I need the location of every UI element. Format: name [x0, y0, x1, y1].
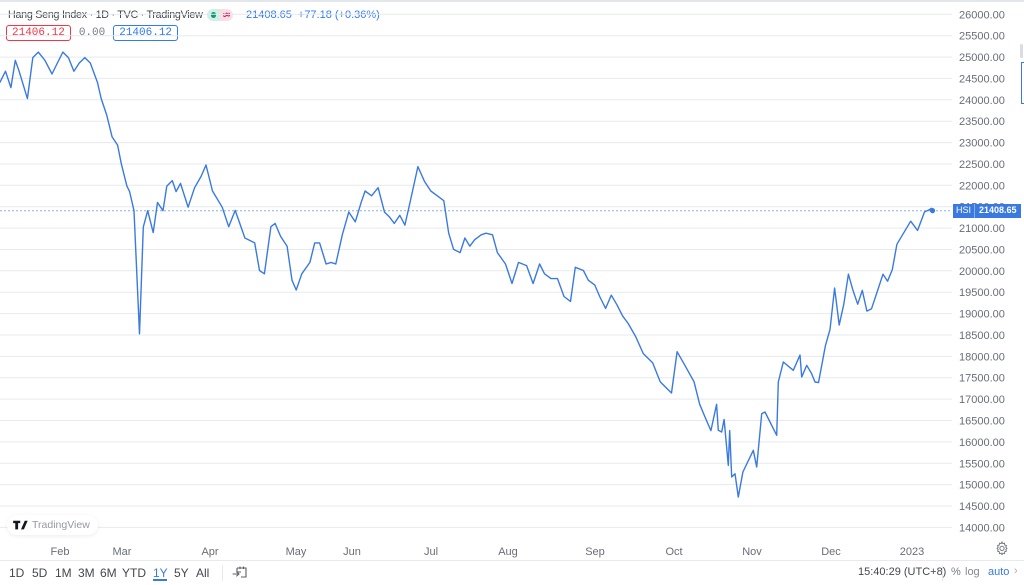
svg-text:May: May: [286, 546, 307, 558]
svg-text:Aug: Aug: [498, 546, 518, 558]
svg-text:15500.00: 15500.00: [959, 458, 1005, 470]
svg-text:Feb: Feb: [51, 546, 70, 558]
svg-text:14000.00: 14000.00: [959, 522, 1005, 534]
svg-text:18500.00: 18500.00: [959, 330, 1005, 342]
svg-text:21000.00: 21000.00: [959, 223, 1005, 235]
svg-text:18000.00: 18000.00: [959, 351, 1005, 363]
svg-text:15000.00: 15000.00: [959, 480, 1005, 492]
svg-text:17500.00: 17500.00: [959, 373, 1005, 385]
svg-text:16500.00: 16500.00: [959, 416, 1005, 428]
svg-text:23000.00: 23000.00: [959, 138, 1005, 150]
svg-text:24500.00: 24500.00: [959, 73, 1005, 85]
svg-text:17000.00: 17000.00: [959, 394, 1005, 406]
svg-text:Sep: Sep: [585, 546, 605, 558]
svg-text:25500.00: 25500.00: [959, 31, 1005, 43]
svg-text:24000.00: 24000.00: [959, 95, 1005, 107]
svg-text:23500.00: 23500.00: [959, 116, 1005, 128]
svg-text:Mar: Mar: [113, 546, 132, 558]
svg-text:20500.00: 20500.00: [959, 245, 1005, 257]
svg-text:22000.00: 22000.00: [959, 180, 1005, 192]
svg-text:2023: 2023: [900, 546, 924, 558]
svg-text:Jul: Jul: [424, 546, 438, 558]
svg-text:Jun: Jun: [343, 546, 361, 558]
svg-text:19000.00: 19000.00: [959, 309, 1005, 321]
svg-text:14500.00: 14500.00: [959, 501, 1005, 513]
svg-text:19500.00: 19500.00: [959, 287, 1005, 299]
svg-text:Nov: Nov: [742, 546, 762, 558]
svg-text:20000.00: 20000.00: [959, 266, 1005, 278]
svg-text:Oct: Oct: [665, 546, 682, 558]
svg-text:Apr: Apr: [201, 546, 218, 558]
svg-text:16000.00: 16000.00: [959, 437, 1005, 449]
svg-text:Dec: Dec: [821, 546, 841, 558]
svg-text:26000.00: 26000.00: [959, 9, 1005, 21]
svg-text:25000.00: 25000.00: [959, 52, 1005, 64]
svg-text:22500.00: 22500.00: [959, 159, 1005, 171]
